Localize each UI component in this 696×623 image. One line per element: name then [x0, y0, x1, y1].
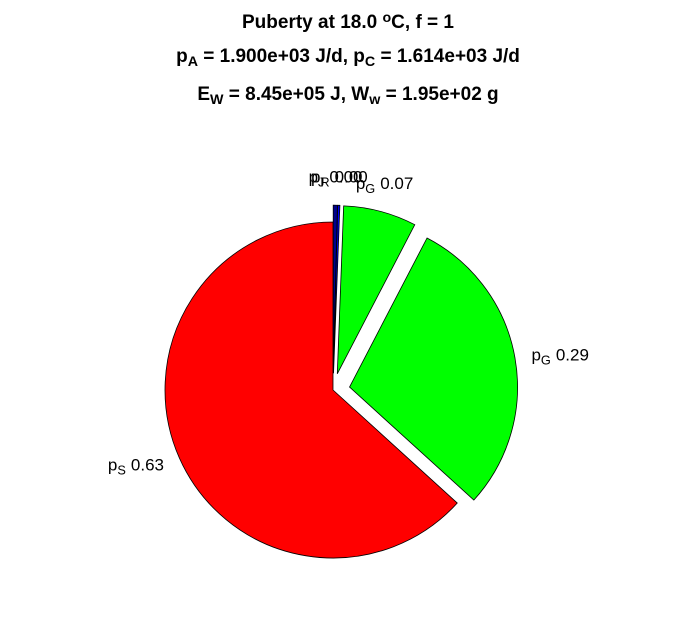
text-run: = 1.95e+02 g — [380, 84, 498, 105]
text-run: p — [531, 346, 540, 365]
subscript: A — [188, 54, 198, 70]
value-label: 0.00 — [335, 168, 368, 187]
value-label: 0.29 — [556, 346, 589, 365]
text-run: p — [356, 174, 365, 193]
text-run: p — [176, 46, 188, 67]
text-run: = 1.614e+03 J/d — [375, 46, 520, 67]
subscript: C — [365, 54, 375, 70]
pie-slice — [164, 221, 458, 559]
chart-title: pA = 1.900e+03 J/d, pC = 1.614e+03 J/d — [176, 46, 520, 70]
pie-slice — [333, 204, 341, 374]
text-run: = 1.900e+03 J/d, p — [198, 46, 365, 67]
subscript: W — [210, 92, 224, 108]
value-label: 0.07 — [380, 174, 413, 193]
subscript: R — [320, 174, 329, 189]
slice-label: pG 0.07 — [356, 174, 413, 196]
chart-title: Puberty at 18.0 oC, f = 1 — [242, 10, 454, 33]
pie-slice — [336, 205, 416, 374]
pie-slice — [349, 237, 518, 501]
slice-label: pR 0.00 — [311, 168, 368, 190]
supscript: o — [382, 10, 391, 26]
subscript: w — [368, 92, 381, 108]
slice-label: pS 0.63 — [108, 456, 164, 478]
subscript: G — [365, 181, 375, 196]
slice-label: pG 0.29 — [531, 346, 588, 368]
text-run: E — [197, 84, 210, 105]
text-run: Puberty at 18.0 — [242, 12, 382, 33]
text-run: p — [108, 456, 117, 475]
value-label: 0.00 — [329, 167, 362, 186]
slice-label: pJ 0.00 — [309, 167, 363, 189]
text-run: p — [311, 168, 320, 187]
subscript: G — [541, 352, 551, 367]
text-run: C, f = 1 — [391, 12, 454, 33]
value-label: 0.63 — [131, 456, 164, 475]
subscript: S — [117, 463, 126, 478]
text-run: p — [309, 167, 318, 186]
text-run: = 8.45e+05 J, W — [223, 84, 369, 105]
chart-title: EW = 8.45e+05 J, Ww = 1.95e+02 g — [197, 84, 498, 108]
subscript: J — [318, 174, 324, 189]
